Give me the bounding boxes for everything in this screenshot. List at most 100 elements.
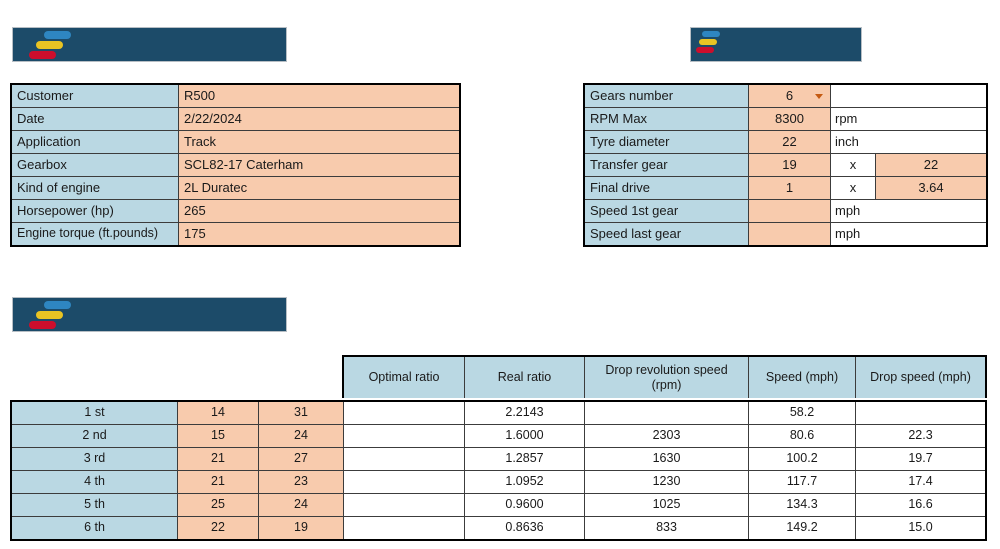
setting-factor-cell[interactable]: 3.64 bbox=[876, 177, 986, 199]
info-label: Application bbox=[12, 131, 178, 153]
unit-label: mph bbox=[831, 223, 986, 245]
info-label: Customer bbox=[12, 85, 178, 107]
drop-speed-value: 17.4 bbox=[856, 471, 985, 493]
real-ratio-value: 1.0952 bbox=[465, 471, 584, 493]
speed-value: 58.2 bbox=[749, 402, 855, 424]
gear-table-header: Optimal ratio Real ratio Drop revolution… bbox=[342, 355, 987, 398]
setting-label: Gears number bbox=[585, 85, 748, 107]
info-value-cell[interactable]: 265 bbox=[179, 200, 459, 222]
setting-value-cell[interactable] bbox=[749, 200, 830, 222]
gear-table-body: 1 st 14 31 2.2143 58.2 2 nd 15 24 1.6000… bbox=[10, 400, 987, 541]
logo-pill-red-icon bbox=[29, 51, 56, 59]
setting-label: Transfer gear bbox=[585, 154, 748, 176]
driven-teeth-cell[interactable]: 24 bbox=[259, 494, 343, 516]
drop-rev-speed-value: 1630 bbox=[585, 448, 748, 470]
logo-pill-red-icon bbox=[696, 47, 714, 53]
driver-teeth-cell[interactable]: 22 bbox=[178, 517, 258, 539]
info-value-cell[interactable]: R500 bbox=[179, 85, 459, 107]
optimal-ratio-value bbox=[344, 425, 464, 447]
setting-value-cell[interactable]: 8300 bbox=[749, 108, 830, 130]
info-label: Gearbox bbox=[12, 154, 178, 176]
speed-value: 134.3 bbox=[749, 494, 855, 516]
optimal-ratio-value bbox=[344, 448, 464, 470]
gear-label: 5 th bbox=[12, 494, 177, 516]
setting-label: Speed 1st gear bbox=[585, 200, 748, 222]
info-label: Engine torque (ft.pounds) bbox=[12, 223, 178, 245]
driven-teeth-cell[interactable]: 27 bbox=[259, 448, 343, 470]
setting-label: Speed last gear bbox=[585, 223, 748, 245]
real-ratio-value: 1.2857 bbox=[465, 448, 584, 470]
real-ratio-value: 0.9600 bbox=[465, 494, 584, 516]
info-banner bbox=[12, 27, 287, 62]
setting-label: Tyre diameter bbox=[585, 131, 748, 153]
drop-rev-speed-value: 1025 bbox=[585, 494, 748, 516]
setting-value-cell[interactable]: 1 bbox=[749, 177, 830, 199]
logo-pill-blue-icon bbox=[44, 301, 71, 309]
real-ratio-value: 1.6000 bbox=[465, 425, 584, 447]
real-ratio-value: 2.2143 bbox=[465, 402, 584, 424]
column-header-speed: Speed (mph) bbox=[749, 357, 855, 398]
unit-label: mph bbox=[831, 200, 986, 222]
drop-rev-speed-value: 833 bbox=[585, 517, 748, 539]
driven-teeth-cell[interactable]: 24 bbox=[259, 425, 343, 447]
drop-rev-speed-value bbox=[585, 402, 748, 424]
drop-rev-speed-value: 1230 bbox=[585, 471, 748, 493]
setting-value-cell[interactable]: 22 bbox=[749, 131, 830, 153]
speed-value: 117.7 bbox=[749, 471, 855, 493]
unit-label: rpm bbox=[831, 108, 986, 130]
setting-label: RPM Max bbox=[585, 108, 748, 130]
info-value-cell[interactable]: 2/22/2024 bbox=[179, 108, 459, 130]
column-header-real-ratio: Real ratio bbox=[465, 357, 584, 398]
gearbox-settings-table: Gears number 6 RPM Max 8300 rpm Tyre dia… bbox=[583, 83, 988, 247]
dropdown-arrow-icon[interactable] bbox=[815, 94, 823, 99]
driven-teeth-cell[interactable]: 31 bbox=[259, 402, 343, 424]
driver-teeth-cell[interactable]: 14 bbox=[178, 402, 258, 424]
gears-number-value: 6 bbox=[785, 88, 794, 104]
info-label: Date bbox=[12, 108, 178, 130]
column-header-optimal-ratio: Optimal ratio bbox=[344, 357, 464, 398]
drop-speed-value: 19.7 bbox=[856, 448, 985, 470]
setting-label: Final drive bbox=[585, 177, 748, 199]
setting-value-cell[interactable]: 19 bbox=[749, 154, 830, 176]
optimal-ratio-value bbox=[344, 494, 464, 516]
optimal-ratio-value bbox=[344, 471, 464, 493]
gear-label: 4 th bbox=[12, 471, 177, 493]
driver-teeth-cell[interactable]: 15 bbox=[178, 425, 258, 447]
logo-pill-yellow-icon bbox=[36, 311, 63, 319]
column-header-drop-rev-speed: Drop revolution speed (rpm) bbox=[585, 357, 748, 398]
drop-speed-value bbox=[856, 402, 985, 424]
setting-factor-cell[interactable]: 22 bbox=[876, 154, 986, 176]
multiply-sign: x bbox=[831, 177, 875, 199]
real-ratio-value: 0.8636 bbox=[465, 517, 584, 539]
speed-value: 149.2 bbox=[749, 517, 855, 539]
optimal-ratio-value bbox=[344, 402, 464, 424]
info-value-cell[interactable]: Track bbox=[179, 131, 459, 153]
info-label: Horsepower (hp) bbox=[12, 200, 178, 222]
logo-pill-blue-icon bbox=[702, 31, 720, 37]
drop-speed-value: 16.6 bbox=[856, 494, 985, 516]
gear-label: 2 nd bbox=[12, 425, 177, 447]
driven-teeth-cell[interactable]: 19 bbox=[259, 517, 343, 539]
multiply-sign: x bbox=[831, 154, 875, 176]
empty-cell bbox=[831, 85, 986, 107]
drop-speed-value: 15.0 bbox=[856, 517, 985, 539]
optimal-ratio-value bbox=[344, 517, 464, 539]
gear-label: 6 th bbox=[12, 517, 177, 539]
speed-value: 100.2 bbox=[749, 448, 855, 470]
driver-teeth-cell[interactable]: 21 bbox=[178, 471, 258, 493]
info-value-cell[interactable]: 2L Duratec bbox=[179, 177, 459, 199]
driven-teeth-cell[interactable]: 23 bbox=[259, 471, 343, 493]
logo-pill-yellow-icon bbox=[36, 41, 63, 49]
speed-value: 80.6 bbox=[749, 425, 855, 447]
driver-teeth-cell[interactable]: 21 bbox=[178, 448, 258, 470]
info-value-cell[interactable]: SCL82-17 Caterham bbox=[179, 154, 459, 176]
vehicle-info-table: Customer R500 Date 2/22/2024 Application… bbox=[10, 83, 461, 247]
gear-banner bbox=[12, 297, 287, 332]
settings-banner bbox=[690, 27, 862, 62]
info-value-cell[interactable]: 175 bbox=[179, 223, 459, 245]
drop-speed-value: 22.3 bbox=[856, 425, 985, 447]
gears-number-dropdown[interactable]: 6 bbox=[749, 85, 830, 107]
setting-value-cell[interactable] bbox=[749, 223, 830, 245]
driver-teeth-cell[interactable]: 25 bbox=[178, 494, 258, 516]
